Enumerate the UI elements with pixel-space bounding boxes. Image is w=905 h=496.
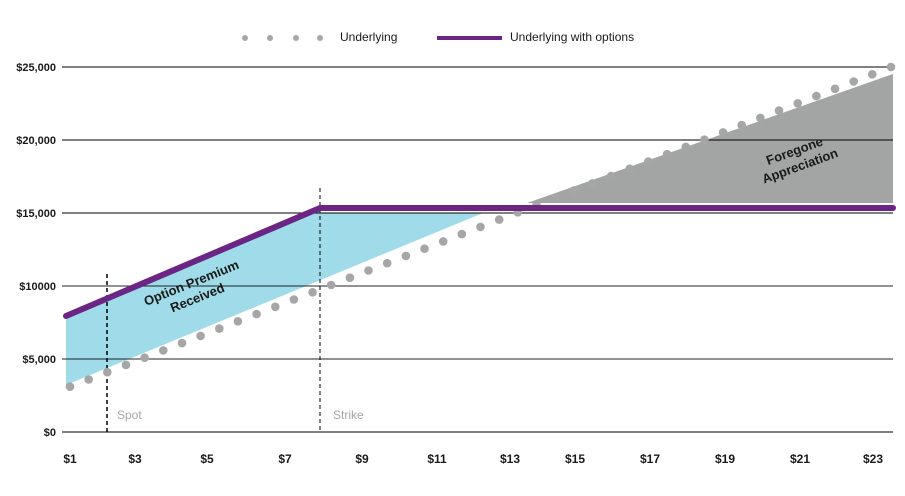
legend-underlying-marker	[242, 35, 323, 41]
underlying-dot	[625, 164, 635, 173]
x-tick: $17	[640, 452, 660, 466]
x-tick: $5	[200, 452, 214, 466]
underlying-dot	[849, 77, 858, 86]
underlying-dot	[476, 222, 485, 232]
underlying-dot	[103, 367, 112, 377]
underlying-dot	[681, 142, 691, 152]
underlying-dot	[308, 288, 317, 297]
underlying-dot	[382, 258, 392, 268]
underlying-dot	[756, 113, 765, 123]
underlying-dot	[718, 128, 728, 137]
strike-label: Strike	[333, 408, 364, 422]
x-tick: $23	[863, 452, 883, 466]
underlying-dot	[662, 149, 672, 159]
x-tick: $9	[355, 452, 369, 466]
underlying-dot	[606, 171, 616, 181]
underlying-dot	[252, 309, 261, 319]
x-tick: $11	[427, 452, 447, 466]
legend: Underlying Underlying with options	[242, 30, 634, 44]
y-tick: $20,000	[16, 135, 56, 147]
underlying-dot	[140, 353, 149, 363]
underlying-dot	[196, 331, 205, 341]
x-tick: $7	[278, 452, 292, 466]
x-tick: $15	[565, 452, 585, 466]
underlying-dot	[774, 106, 784, 115]
underlying-dot	[793, 99, 802, 108]
underlying-dot	[886, 62, 896, 72]
underlying-dot	[289, 295, 299, 304]
underlying-dot	[494, 215, 504, 224]
underlying-dot	[830, 84, 840, 94]
underlying-dot	[159, 346, 168, 355]
underlying-dot	[550, 193, 560, 203]
foregone-appreciation-region	[527, 74, 893, 203]
underlying-dot	[588, 179, 597, 188]
underlying-dot	[271, 302, 280, 312]
underlying-dot	[700, 135, 709, 144]
underlying-dot	[812, 91, 821, 101]
underlying-dot	[868, 70, 877, 79]
x-tick: $3	[128, 452, 142, 466]
y-tick: $5,000	[22, 354, 56, 366]
y-gridlines	[62, 66, 893, 433]
underlying-dot	[345, 273, 355, 283]
underlying-dot	[364, 266, 373, 275]
underlying-dot	[401, 251, 411, 261]
underlying-dot	[569, 186, 579, 195]
spot-label: Spot	[117, 408, 142, 422]
underlying-series-dots	[65, 62, 896, 392]
underlying-dot	[84, 375, 93, 384]
underlying-dot	[438, 237, 448, 246]
underlying-dot	[233, 317, 243, 326]
underlying-dot	[121, 360, 131, 370]
underlying-dot	[457, 229, 467, 239]
legend-underlying-label: Underlying	[340, 30, 397, 44]
underlying-dot	[644, 157, 653, 166]
underlying-dot	[177, 338, 187, 348]
y-tick: $25,000	[16, 62, 56, 74]
underlying-dot	[326, 280, 336, 290]
underlying-dot	[65, 382, 75, 392]
x-tick: $21	[790, 452, 810, 466]
legend-options-label: Underlying with options	[510, 30, 634, 44]
underlying-dot	[737, 120, 746, 130]
underlying-dot	[420, 244, 429, 253]
y-tick: $0	[44, 427, 56, 439]
x-tick: $13	[500, 452, 520, 466]
underlying-with-options-line	[63, 205, 896, 319]
y-tick: $10000	[19, 281, 56, 293]
option-premium-region	[66, 211, 483, 385]
y-tick: $15,000	[16, 208, 56, 220]
x-axis-labels: $1 $3 $5 $7 $9 $11 $13 $15 $17 $19 $21 $…	[63, 452, 883, 466]
x-tick: $19	[715, 452, 735, 466]
x-tick: $1	[63, 452, 77, 466]
underlying-dot	[215, 324, 224, 333]
y-axis-labels: $25,000 $20,000 $15,000 $10000 $5,000 $0	[16, 62, 56, 439]
